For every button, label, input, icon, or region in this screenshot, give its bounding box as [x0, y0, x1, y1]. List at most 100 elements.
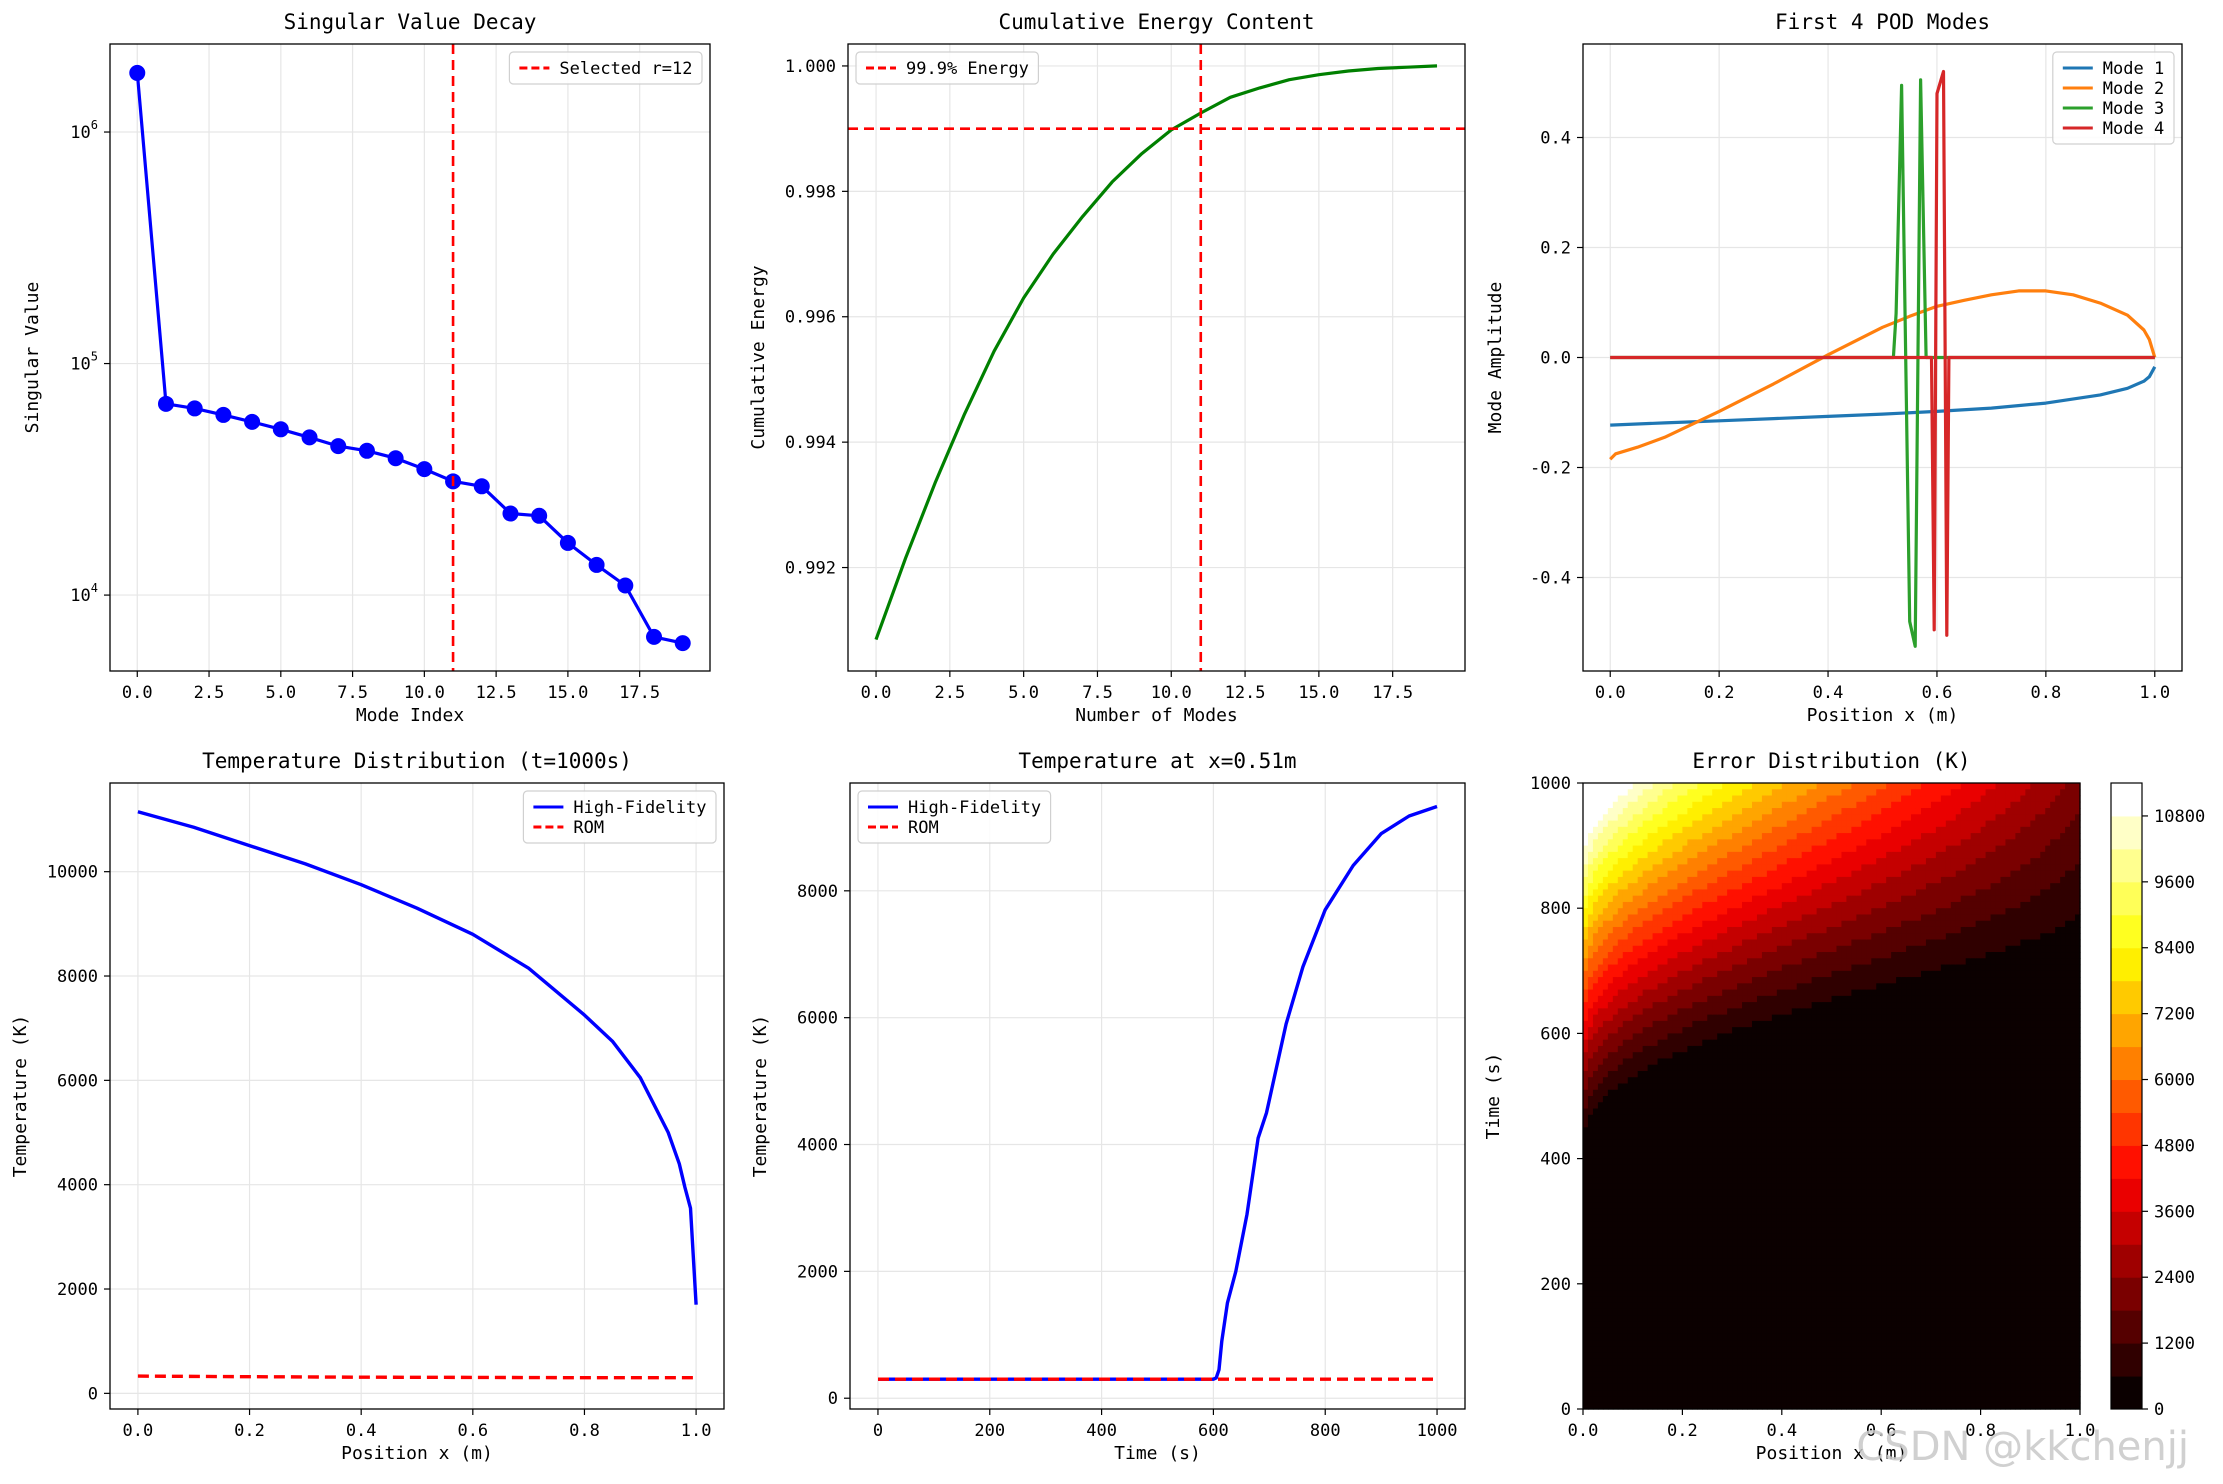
heatmap-cell	[1811, 783, 1818, 790]
heatmap-cell	[1597, 989, 1604, 997]
heatmap-cell	[1697, 958, 1703, 966]
heatmap-cell	[1647, 808, 1654, 815]
heatmap-cell	[1612, 795, 1619, 803]
heatmap-cell	[1806, 1346, 1813, 1354]
heatmap-cell	[1791, 1039, 1798, 1047]
heatmap-cell	[1662, 1114, 1669, 1122]
heatmap-cell	[1647, 789, 1654, 797]
heatmap-cell	[1617, 1383, 1624, 1391]
heatmap-cell	[1766, 1077, 1773, 1085]
heatmap-cell	[1697, 1265, 1703, 1272]
heatmap-cell	[1742, 908, 1748, 916]
heatmap-cell	[1791, 1346, 1798, 1354]
heatmap-cell	[1612, 1083, 1619, 1091]
heatmap-cell	[1751, 1164, 1758, 1172]
heatmap-cell	[1617, 1239, 1624, 1247]
heatmap-cell	[1667, 1058, 1674, 1066]
heatmap-cell	[1602, 1371, 1609, 1379]
heatmap-cell	[1662, 1083, 1669, 1091]
heatmap-cell	[1786, 870, 1793, 878]
heatmap-cell	[1811, 1271, 1818, 1279]
heatmap-cell	[1642, 864, 1649, 872]
heatmap-cell	[1761, 983, 1768, 991]
heatmap-cell	[1583, 933, 1589, 941]
chart-cumulative-energy: 0.0 2.5 5.0 7.5 10.0 12.5 15.0 17.50.9920.9940.…	[748, 10, 1466, 726]
heatmap-cell	[1796, 1096, 1803, 1103]
heatmap-cell	[1647, 1390, 1654, 1398]
heatmap-cell	[1697, 895, 1703, 903]
data-point	[473, 478, 490, 495]
heatmap-cell	[1662, 1096, 1669, 1103]
heatmap-cell	[1756, 1246, 1763, 1254]
heatmap-cell	[1672, 1296, 1679, 1304]
heatmap-cell	[1732, 1377, 1738, 1385]
heatmap-cell	[1662, 789, 1669, 797]
heatmap-cell	[1602, 814, 1609, 822]
heatmap-cell	[1612, 1258, 1619, 1266]
heatmap-cell	[1756, 1221, 1763, 1229]
heatmap-cell	[1717, 1333, 1723, 1341]
heatmap-cell	[1811, 1070, 1818, 1078]
heatmap-cell	[1811, 908, 1818, 916]
heatmap-cell	[1637, 970, 1644, 978]
heatmap-cell	[1632, 952, 1639, 959]
heatmap-cell	[1607, 1183, 1614, 1191]
heatmap-cell	[1801, 1058, 1808, 1066]
heatmap-cell	[1771, 883, 1778, 891]
heatmap-cell	[1592, 1045, 1599, 1053]
heatmap-cell	[1811, 995, 1818, 1003]
heatmap-cell	[1766, 1321, 1773, 1329]
heatmap-cell	[1612, 1045, 1619, 1053]
heatmap-cell	[1662, 1277, 1669, 1285]
heatmap-cell	[1811, 1196, 1818, 1204]
heatmap-cell	[1647, 945, 1654, 953]
heatmap-cell	[1652, 845, 1659, 853]
heatmap-cell	[1612, 1077, 1619, 1085]
heatmap-cell	[1791, 939, 1798, 947]
heatmap-cell	[1712, 1096, 1718, 1103]
heatmap-cell	[1747, 883, 1753, 891]
heatmap-cell	[1707, 1402, 1713, 1410]
heatmap-cell	[1652, 1189, 1659, 1197]
heatmap-cell	[1737, 833, 1743, 840]
heatmap-cell	[1647, 1002, 1654, 1009]
heatmap-cell	[1687, 1340, 1693, 1347]
heatmap-cell	[1652, 945, 1659, 953]
heatmap-cell	[1687, 845, 1693, 853]
heatmap-cell	[1697, 995, 1703, 1003]
heatmap-cell	[1727, 808, 1733, 815]
heatmap-cell	[1682, 977, 1688, 984]
heatmap-cell	[1776, 1089, 1783, 1097]
heatmap-cell	[1602, 1302, 1609, 1310]
heatmap-cell	[1806, 1358, 1813, 1366]
heatmap-cell	[1687, 1239, 1693, 1247]
heatmap-cell	[1677, 1164, 1683, 1172]
heatmap-cell	[1587, 883, 1594, 891]
heatmap-cell	[1622, 1008, 1629, 1016]
heatmap-cell	[1687, 864, 1693, 872]
heatmap-cell	[1702, 1070, 1708, 1078]
heatmap-cell	[1622, 977, 1629, 984]
heatmap-cell	[1667, 889, 1674, 897]
heatmap-cell	[1642, 1327, 1649, 1335]
heatmap-cell	[1712, 1390, 1718, 1398]
heatmap-cell	[1612, 1177, 1619, 1185]
heatmap-cell	[1707, 1321, 1713, 1329]
heatmap-cell	[1587, 1064, 1594, 1072]
heatmap-cell	[1712, 851, 1718, 859]
heatmap-cell	[1747, 1102, 1753, 1110]
heatmap-cell	[1652, 1365, 1659, 1373]
heatmap-cell	[1742, 795, 1748, 803]
heatmap-cell	[1761, 1152, 1768, 1160]
heatmap-cell	[1697, 1133, 1703, 1141]
heatmap-cell	[1801, 939, 1808, 947]
heatmap-cell	[1692, 864, 1698, 872]
heatmap-cell	[1632, 1321, 1639, 1329]
heatmap-cell	[1776, 952, 1783, 959]
heatmap-cell	[1766, 914, 1773, 922]
heatmap-cell	[1781, 989, 1788, 997]
heatmap-cell	[1756, 1227, 1763, 1235]
heatmap-cell	[1776, 808, 1783, 815]
heatmap-cell	[1687, 1396, 1693, 1404]
heatmap-cell	[1637, 1315, 1644, 1322]
